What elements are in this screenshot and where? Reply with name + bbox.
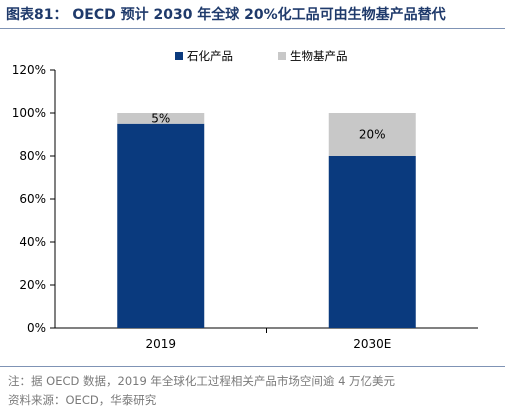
footer-divider xyxy=(0,366,505,367)
source-note: 资料来源：OECD，华泰研究 xyxy=(8,393,157,407)
y-tick-label: 60% xyxy=(19,192,46,206)
x-tick-label: 2030E xyxy=(353,337,391,351)
bar-segment xyxy=(328,156,416,328)
y-tick-label: 40% xyxy=(19,235,46,249)
y-tick-label: 100% xyxy=(12,106,46,120)
x-tick-label: 2019 xyxy=(145,337,176,351)
y-tick-label: 80% xyxy=(19,149,46,163)
bar-segment xyxy=(117,123,205,328)
y-tick-label: 120% xyxy=(12,63,46,77)
data-note: 注：据 OECD 数据，2019 年全球化工过程相关产品市场空间逾 4 万亿美元 xyxy=(8,374,396,388)
legend-swatch xyxy=(175,52,183,60)
y-tick-label: 0% xyxy=(27,321,46,335)
legend-label: 生物基产品 xyxy=(290,49,348,63)
legend-label: 石化产品 xyxy=(187,49,233,63)
stacked-bar-chart: 0% 20% 40% 60% 80% 100% 120% 5% 2019 20% 2030E 石化产品… xyxy=(12,49,478,351)
y-tick-label: 20% xyxy=(19,278,46,292)
title-divider xyxy=(0,28,505,29)
bar-segment xyxy=(328,113,416,156)
legend-swatch xyxy=(278,52,286,60)
data-label: 5% xyxy=(151,111,170,125)
data-label: 20% xyxy=(359,128,386,142)
figure-title: 图表81： OECD 预计 2030 年全球 20%化工品可由生物基产品替代 xyxy=(6,7,446,23)
bar-segment xyxy=(117,113,205,124)
